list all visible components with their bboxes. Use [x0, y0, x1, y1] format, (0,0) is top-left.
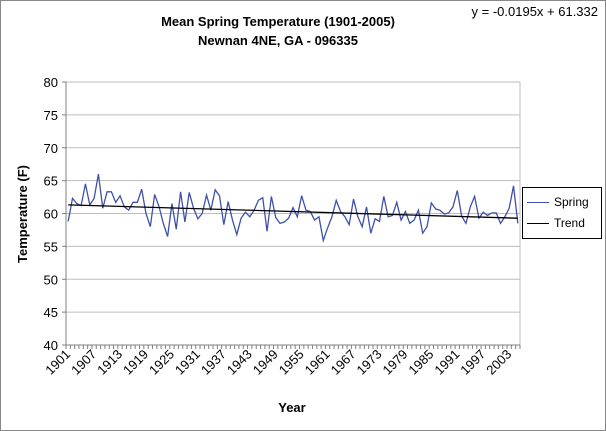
x-tick-label: 1961: [302, 347, 333, 378]
chart-subtitle: Newnan 4NE, GA - 096335: [198, 33, 358, 48]
y-axis-label: Temperature (F): [15, 165, 30, 263]
y-tick-label: 55: [44, 239, 58, 254]
x-tick-label: 1979: [379, 347, 410, 378]
chart-title: Mean Spring Temperature (1901-2005): [161, 14, 395, 29]
y-tick-label: 65: [44, 174, 58, 189]
x-tick-label: 1955: [276, 347, 307, 378]
x-tick-label: 1943: [224, 347, 255, 378]
x-tick-label: 1913: [94, 347, 125, 378]
x-axis-label: Year: [278, 400, 305, 415]
series-trend-line: [68, 204, 518, 219]
y-tick-label: 70: [44, 141, 58, 156]
x-tick-label: 1925: [146, 347, 177, 378]
legend-label-trend: Trend: [554, 216, 585, 230]
y-tick-label: 40: [44, 338, 58, 353]
x-tick-label: 1919: [120, 347, 151, 378]
legend-item-trend: Trend: [527, 216, 585, 230]
legend: Spring Trend: [522, 187, 602, 239]
legend-swatch-trend: [527, 222, 549, 224]
legend-swatch-spring: [527, 201, 549, 203]
x-tick-label: 1949: [250, 347, 281, 378]
x-tick-label: 1907: [68, 347, 99, 378]
y-tick-label: 45: [44, 305, 58, 320]
y-tick-label: 75: [44, 108, 58, 123]
legend-label-spring: Spring: [554, 195, 589, 209]
y-tick-label: 50: [44, 272, 58, 287]
y-tick-label: 60: [44, 207, 58, 222]
x-tick-label: 1973: [354, 347, 385, 378]
x-tick-label: 1967: [328, 347, 359, 378]
trend-equation: y = -0.0195x + 61.332: [471, 4, 598, 19]
x-tick-label: 1931: [172, 347, 203, 378]
x-tick-label: 1991: [431, 347, 462, 378]
x-tick-label: 2003: [483, 347, 514, 378]
x-tick-label: 1997: [457, 347, 488, 378]
y-tick-label: 80: [44, 75, 58, 90]
x-tick-label: 1937: [198, 347, 229, 378]
x-tick-label: 1985: [405, 347, 436, 378]
legend-item-spring: Spring: [527, 195, 589, 209]
